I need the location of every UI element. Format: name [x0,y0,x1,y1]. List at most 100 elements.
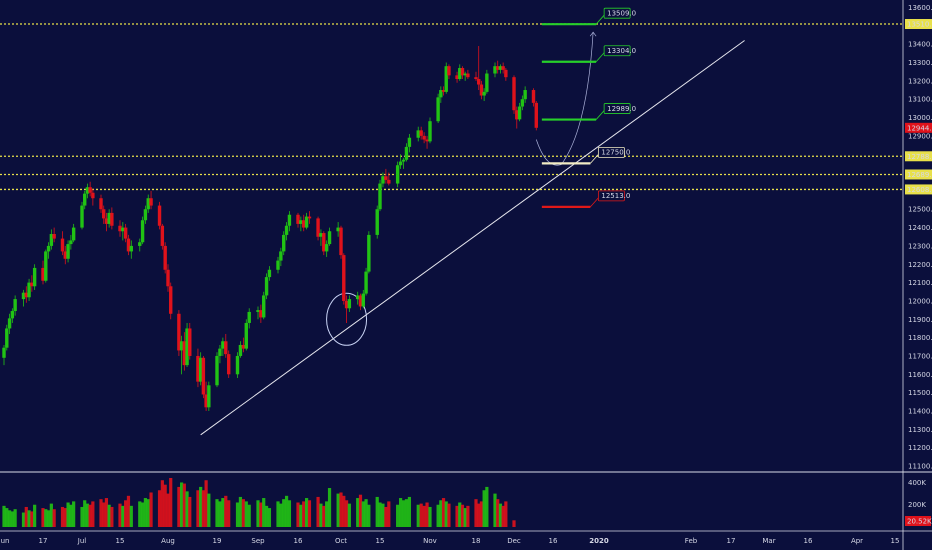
volume-bar [146,499,150,527]
candle-body [322,233,326,252]
target-connector [590,197,599,208]
time-tick-label: 17 [39,537,48,545]
price-tag [905,184,932,195]
volume-bar [378,502,382,527]
candle-body [44,251,48,281]
candle-body [482,91,486,96]
candle-body [375,209,379,235]
price-tick-label: 13400.0 [908,41,932,49]
volume-bar [302,501,306,527]
volume-bar [282,499,286,527]
candle-body [129,245,133,252]
candle-body [198,357,203,382]
time-tick-label: Nov [423,537,437,545]
candle-body [316,218,320,237]
candle-body [247,311,251,323]
candle-body [282,234,286,252]
target-label: 12989.0 [607,105,636,113]
volume-bar [235,502,240,527]
volume-bar [41,508,45,527]
volume-bar [416,504,420,527]
price-tick-label: 13100.0 [908,96,932,104]
candle-body [441,90,446,92]
volume-bar [387,501,391,527]
time-tick-label: 2020 [589,537,609,545]
target-connector [595,52,605,63]
volume-bar [104,498,109,527]
volume-bar [221,498,225,527]
volume-bar [118,503,122,527]
trendline [200,40,745,436]
volume-bar [88,504,92,527]
time-tick-label: Dec [507,537,521,545]
volume-tick-label: 400K [908,479,926,487]
volume-bar [444,501,448,527]
candle-body [307,216,312,219]
time-axis: Jun 17 Jul 15 Aug 19 Sep 16 Oct 15 Nov 18 Dec 16 2020 F… [0,537,899,545]
candle-body [384,176,388,180]
price-tick-label: 11900.0 [908,316,932,324]
candle-body [91,192,95,199]
price-tick-label: 11700.0 [908,352,932,360]
volume-bar [188,496,192,527]
volume-bar [375,496,379,527]
volume-bar [396,504,400,527]
projection-arrowhead [589,31,597,37]
volume-bar [91,501,95,527]
time-tick-label: 15 [116,537,125,545]
candle-body [146,198,150,210]
target-levels: 13509.0 13304.0 12989.0 12750.0 12513.0 [541,7,636,208]
candle-body [496,66,500,70]
candle-body [474,77,478,80]
volume-bar [367,504,371,527]
price-tick-label: 12300.0 [908,242,932,250]
time-tick-label: 18 [472,537,481,545]
volume-bar [501,505,505,527]
time-tick-label: 16 [804,537,813,545]
circle-annotation [326,292,368,346]
target-label: 12750.0 [601,149,630,157]
candle-body [479,84,484,96]
volume-bar [218,501,222,527]
time-tick-label: 15 [891,537,900,545]
time-tick-label: Sep [251,537,265,545]
candle-body [207,385,211,408]
candle-body [140,220,145,243]
target-label: 12513.0 [601,192,630,200]
price-tick-label: 11500.0 [908,389,932,397]
target-label: 13304.0 [607,47,636,55]
volume-bar [466,505,470,527]
candle-body [182,341,187,366]
target-label: 13509.0 [607,9,636,17]
volume-bar [2,505,6,527]
volume-bar [157,490,162,527]
price-tag [905,122,932,133]
candle-body [324,244,329,252]
candle-body [196,355,200,382]
candle-body [523,90,527,100]
volume-bar [30,511,34,527]
trendline-layer [200,31,745,436]
time-tick-label: Jun [0,537,9,545]
volume-bar [215,499,219,527]
volume-bar [407,496,412,527]
candle-body [177,313,181,351]
volume-bar [107,504,111,527]
candle-body [41,267,45,281]
volume-bar [441,498,446,527]
candle-body [88,187,92,193]
time-tick-label: 16 [549,537,558,545]
candle-body [284,225,289,235]
price-tick-label: 11600.0 [908,371,932,379]
volume-bar [482,490,486,527]
price-tick-label: 12100.0 [908,279,932,287]
volume-bar [177,486,181,527]
volume-bar [241,499,245,527]
volume-bar [262,498,266,527]
price-tick-label: 11800.0 [908,334,932,342]
volume-bar [336,493,340,527]
price-tag [905,151,932,162]
